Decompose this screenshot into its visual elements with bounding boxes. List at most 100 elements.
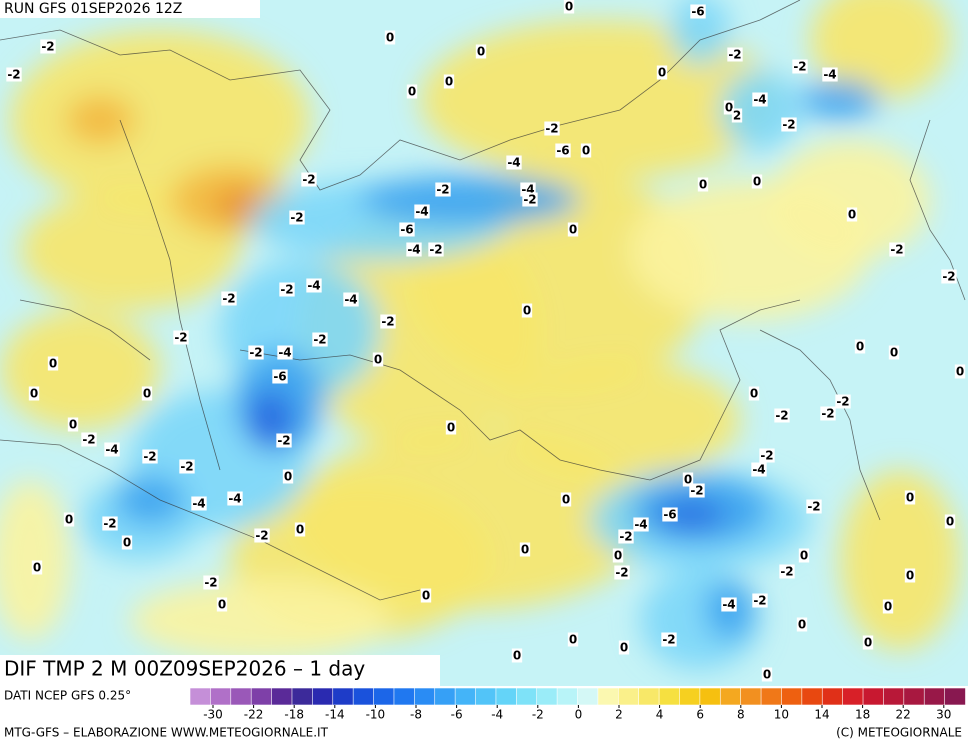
contour-label-bg [221,291,237,306]
contour-label: 0 [521,543,529,557]
contour-label-bg [792,59,808,74]
contour-label-bg [173,330,189,345]
contour-label-bg [279,282,295,297]
contour-label: -2 [280,283,293,297]
contour-label-bg [506,155,522,170]
colorbar-swatch [719,687,742,706]
contour-label: 0 [565,0,573,14]
colorbar-swatch [516,687,538,706]
colorbar-swatch [312,687,334,706]
contour-label: 0 [856,340,864,354]
contour-label: 0 [699,178,707,192]
contour-label-bg [104,442,120,457]
contour-label: -2 [775,409,788,423]
contour-label: 0 [284,470,292,484]
contour-label-bg [752,92,768,107]
contour-label: -4 [407,243,420,257]
contour-label: 0 [513,649,521,663]
colorbar-tick-label: -18 [284,708,304,722]
contour-label: -2 [807,500,820,514]
colorbar-tick-label: 6 [696,708,704,722]
contour-label: -2 [760,449,773,463]
contour-label: 0 [884,600,892,614]
colorbar-swatch [923,687,946,706]
colorbar-swatch [883,687,905,706]
colorbar-swatch [903,687,926,706]
colorbar-swatch [393,687,416,706]
contour-label: -2 [313,333,326,347]
contour-label-bg [67,417,79,432]
contour-label: 0 [143,387,151,401]
field-blob [670,0,730,65]
copyright: (C) METEOGIORNALE [836,726,962,740]
contour-label: -4 [823,68,836,82]
contour-label: 0 [447,421,455,435]
contour-label-bg [748,386,760,401]
contour-label-bg [191,496,207,511]
contour-label-bg [511,648,523,663]
contour-label: 0 [800,549,808,563]
contour-label-bg [227,491,243,506]
contour-label-bg [301,172,317,187]
contour-label: -2 [249,346,262,360]
contour-label-bg [380,314,396,329]
contour-label-bg [633,517,649,532]
contour-label-bg [406,242,422,257]
contour-label: -4 [722,598,735,612]
contour-label-bg [820,406,836,421]
contour-label-bg [560,492,572,507]
contour-label-bg [443,74,455,89]
contour-label-bg [306,278,322,293]
contour-label: -2 [836,395,849,409]
contour-label-bg [475,44,487,59]
contour-label: -2 [753,594,766,608]
contour-label-bg [102,516,118,531]
contour-label: -2 [381,315,394,329]
colorbar-tick-label: 30 [936,708,951,722]
contour-label: 0 [386,31,394,45]
colorbar-tick-label: -30 [203,708,223,722]
contour-label: -6 [691,5,704,19]
colorbar-swatch [475,687,497,706]
contour-label-bg [372,352,384,367]
contour-label: 0 [296,523,304,537]
contour-label: 0 [798,618,806,632]
colorbar-tick-label: -22 [244,708,264,722]
contour-label-bg [248,345,264,360]
colorbar-swatch [617,687,640,706]
contour-label: 0 [614,549,622,563]
contour-label: 0 [445,75,453,89]
contour-label: 0 [65,513,73,527]
contour-label-bg [796,617,808,632]
contour-label-bg [798,548,810,563]
contour-label: -2 [690,484,703,498]
contour-label: -6 [400,223,413,237]
field-blob [115,475,185,525]
contour-label: 0 [30,387,38,401]
colorbar-swatch [454,687,477,706]
contour-label-bg [519,542,531,557]
contour-label: -2 [793,60,806,74]
contour-label: -2 [103,517,116,531]
contour-label-bg [580,143,592,158]
colorbar-tick-label: 2 [615,708,623,722]
contour-label-bg [282,469,294,484]
contour-label-bg [723,100,735,115]
colorbar-swatch [536,687,558,706]
contour-label: 0 [956,365,964,379]
colorbar-swatch [679,687,701,706]
contour-label: 0 [477,45,485,59]
contour-label: -2 [523,193,536,207]
contour-label-bg [751,174,763,189]
contour-label-bg [774,408,790,423]
contour-label-bg [312,332,328,347]
contour-label: 0 [864,636,872,650]
contour-label: -2 [174,331,187,345]
contour-label-bg [889,242,905,257]
colorbar-swatch [434,687,456,706]
contour-label: -2 [545,122,558,136]
contour-label-bg [761,667,773,682]
contour-label-bg [567,632,579,647]
field-blob [720,70,800,150]
